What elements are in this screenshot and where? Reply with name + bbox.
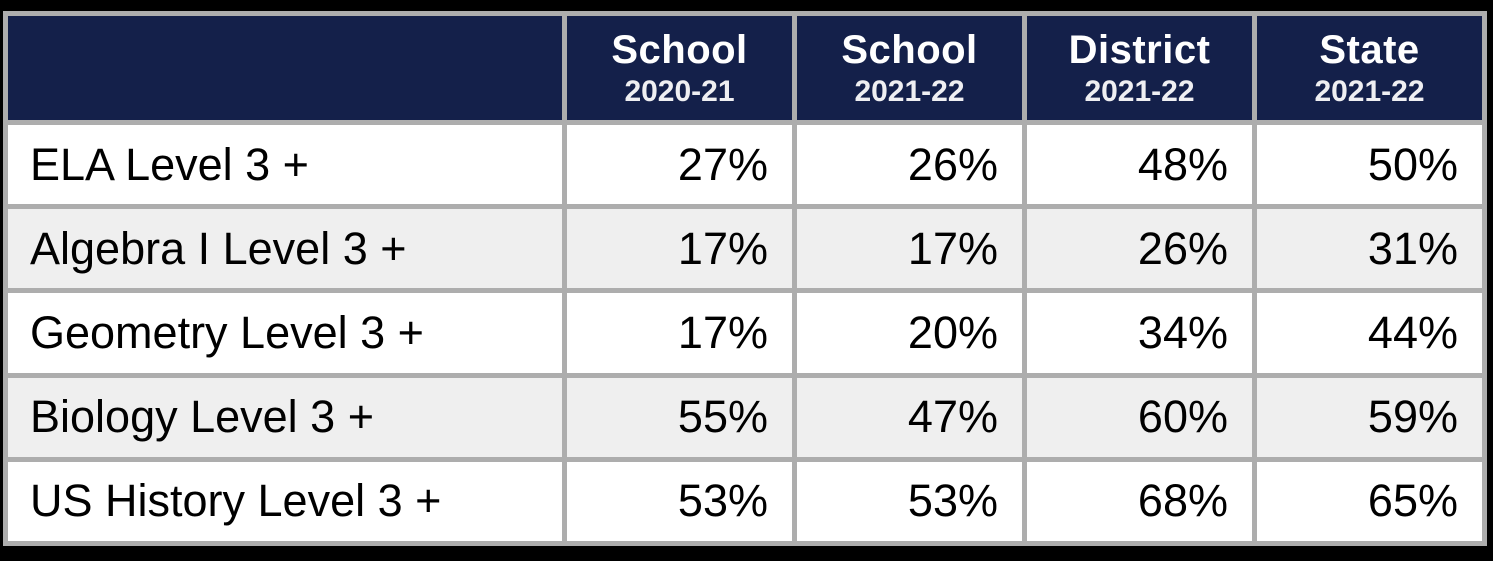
header-year-label: 2021-22 [854,74,965,108]
header-entity-label: School [841,27,978,72]
value-cell-geometry-school-2021-22: 20% [797,293,1022,373]
value-cell-biology-school-2020-21: 55% [567,377,792,457]
header-corner-cell [8,16,562,120]
header-year-label: 2021-22 [1084,74,1195,108]
value-cell-ela-school-2020-21: 27% [567,125,792,205]
assessment-proficiency-table: School 2020-21 School 2021-22 District 2… [3,11,1487,546]
header-entity-label: State [1319,27,1420,72]
header-cell-school-2021-22: School 2021-22 [797,16,1022,120]
header-cell-state-2021-22: State 2021-22 [1257,16,1482,120]
value-cell-algebra-school-2021-22: 17% [797,209,1022,289]
value-cell-geometry-district-2021-22: 34% [1027,293,1252,373]
row-label-us-history: US History Level 3 + [8,461,562,541]
value-cell-algebra-school-2020-21: 17% [567,209,792,289]
value-cell-ela-state-2021-22: 50% [1257,125,1482,205]
value-cell-us-history-state-2021-22: 65% [1257,461,1482,541]
value-cell-us-history-school-2020-21: 53% [567,461,792,541]
value-cell-biology-school-2021-22: 47% [797,377,1022,457]
row-label-biology: Biology Level 3 + [8,377,562,457]
value-cell-algebra-state-2021-22: 31% [1257,209,1482,289]
header-entity-label: District [1068,27,1211,72]
header-cell-school-2020-21: School 2020-21 [567,16,792,120]
value-cell-ela-school-2021-22: 26% [797,125,1022,205]
header-year-label: 2021-22 [1314,74,1425,108]
header-year-label: 2020-21 [624,74,735,108]
value-cell-biology-state-2021-22: 59% [1257,377,1482,457]
assessment-table-frame: School 2020-21 School 2021-22 District 2… [3,11,1487,546]
row-label-algebra-1: Algebra I Level 3 + [8,209,562,289]
header-entity-label: School [611,27,748,72]
value-cell-biology-district-2021-22: 60% [1027,377,1252,457]
value-cell-geometry-school-2020-21: 17% [567,293,792,373]
value-cell-ela-district-2021-22: 48% [1027,125,1252,205]
value-cell-algebra-district-2021-22: 26% [1027,209,1252,289]
value-cell-us-history-district-2021-22: 68% [1027,461,1252,541]
row-label-geometry: Geometry Level 3 + [8,293,562,373]
value-cell-geometry-state-2021-22: 44% [1257,293,1482,373]
header-cell-district-2021-22: District 2021-22 [1027,16,1252,120]
value-cell-us-history-school-2021-22: 53% [797,461,1022,541]
row-label-ela: ELA Level 3 + [8,125,562,205]
